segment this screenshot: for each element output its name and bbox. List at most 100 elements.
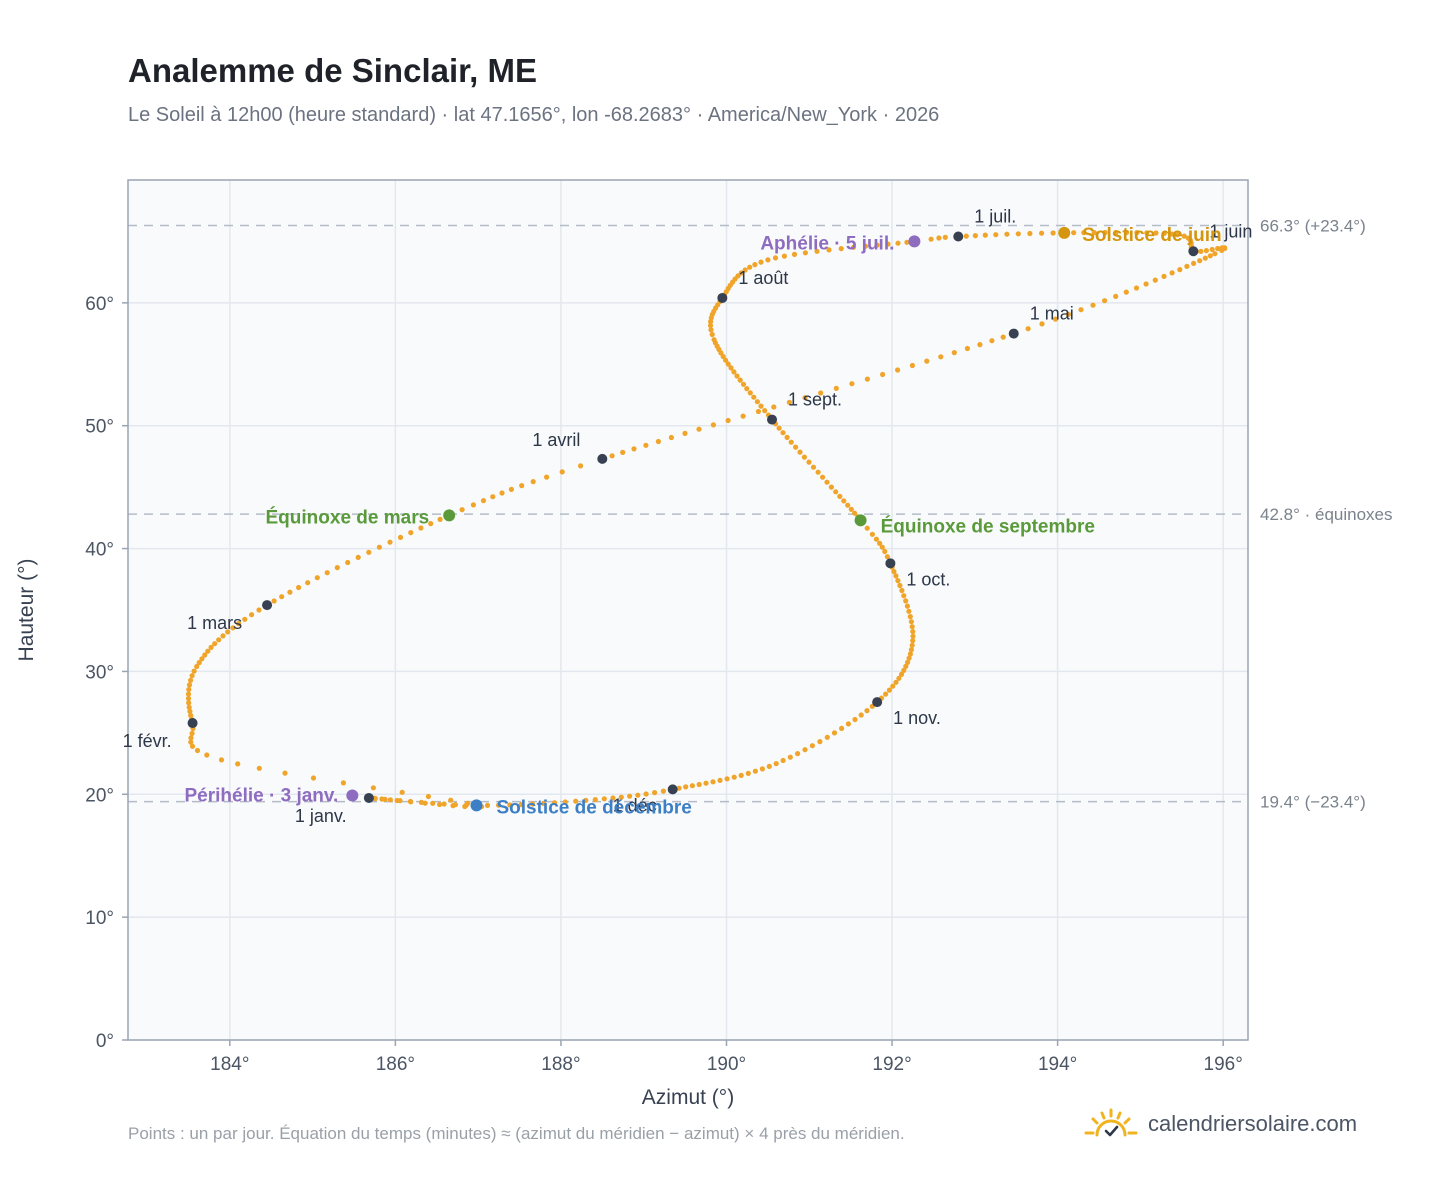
daily-point (710, 779, 716, 785)
daily-point (437, 801, 443, 808)
daily-point (185, 695, 192, 702)
daily-point (376, 544, 382, 550)
daily-point (1215, 245, 1221, 252)
daily-point (499, 490, 505, 496)
y-tick-label: 0° (96, 1031, 114, 1052)
daily-point (864, 376, 871, 382)
daily-point (877, 540, 883, 546)
month-marker (767, 414, 778, 425)
event-marker (346, 789, 359, 802)
daily-point (725, 417, 731, 424)
daily-point (740, 413, 746, 419)
daily-point (1153, 230, 1159, 236)
month-marker-label: 1 nov. (893, 708, 941, 728)
event-label: Solstice de juin (1082, 225, 1221, 246)
daily-point (963, 233, 969, 239)
daily-point (559, 469, 565, 475)
daily-point (652, 790, 658, 796)
daily-point (484, 802, 491, 809)
daily-point (810, 464, 817, 470)
daily-point (676, 785, 682, 791)
daily-point (904, 239, 910, 245)
daily-point (815, 469, 821, 475)
daily-point (903, 598, 909, 604)
month-marker (1008, 328, 1019, 339)
daily-point (1000, 334, 1006, 340)
daily-point (1169, 231, 1175, 237)
daily-point (189, 730, 195, 737)
daily-point (809, 743, 816, 749)
daily-point (742, 267, 748, 273)
daily-point (379, 796, 385, 802)
daily-point (655, 438, 662, 445)
daily-point (752, 262, 758, 268)
daily-point (885, 241, 891, 247)
daily-point (989, 338, 995, 344)
y-axis-ticks: 0° 10° 20° 30° 40° 50° 60° (85, 294, 128, 1052)
daily-point (530, 479, 536, 485)
daily-point (437, 516, 443, 523)
daily-point (895, 367, 901, 373)
daily-point (942, 234, 948, 240)
reference-line-label: 19.4° (−23.4°) (1260, 793, 1366, 812)
daily-point (643, 442, 649, 448)
reference-line-label: 42.8° · équinoxes (1260, 505, 1393, 524)
daily-point (1143, 281, 1149, 287)
daily-point (562, 799, 568, 805)
daily-point (1091, 230, 1097, 236)
daily-point (425, 793, 431, 800)
daily-point (762, 408, 768, 414)
x-tick-label: 186° (376, 1054, 415, 1075)
daily-point (1177, 267, 1183, 273)
daily-point (901, 667, 907, 674)
sun-icon (1084, 1108, 1138, 1137)
daily-point (387, 797, 393, 803)
daily-point (1039, 230, 1045, 236)
daily-point (188, 735, 194, 741)
month-marker (717, 292, 728, 303)
daily-point (1203, 248, 1209, 254)
daily-point (682, 430, 688, 436)
daily-point (781, 253, 788, 259)
daily-point (901, 593, 907, 599)
daily-point (826, 247, 832, 253)
daily-point (418, 799, 424, 806)
daily-point (906, 655, 912, 661)
daily-point (1209, 246, 1215, 253)
x-tick-label: 194° (1038, 1054, 1077, 1075)
daily-point (831, 730, 838, 736)
daily-point (324, 570, 330, 576)
daily-point (519, 483, 525, 489)
daily-point (496, 802, 502, 808)
daily-point (340, 780, 346, 786)
daily-point (908, 619, 915, 625)
daily-point (977, 342, 983, 348)
daily-point (795, 751, 801, 757)
daily-point (993, 232, 999, 238)
daily-point (366, 549, 372, 555)
daily-point (408, 530, 414, 536)
daily-point (683, 784, 689, 790)
daily-point (185, 691, 192, 697)
daily-point (314, 575, 320, 581)
daily-point (780, 757, 786, 764)
daily-point (660, 788, 667, 794)
reference-line-label: 66.3° (+23.4°) (1260, 216, 1366, 235)
daily-point (891, 568, 897, 575)
daily-point (845, 502, 851, 508)
daily-point (618, 794, 624, 800)
month-marker (262, 600, 273, 611)
y-axis-label: Hauteur (°) (15, 559, 38, 662)
brand[interactable]: calendriersolaire.com (1084, 1104, 1357, 1144)
daily-point (186, 700, 192, 706)
daily-point (864, 708, 870, 714)
daily-point (896, 675, 902, 681)
daily-point (1090, 302, 1096, 308)
daily-point (898, 671, 905, 678)
daily-point (199, 656, 205, 662)
daily-point (758, 403, 764, 409)
daily-point (643, 791, 649, 797)
daily-point (305, 580, 311, 586)
x-axis-label: Azimut (°) (642, 1086, 734, 1109)
x-tick-label: 188° (541, 1054, 580, 1075)
